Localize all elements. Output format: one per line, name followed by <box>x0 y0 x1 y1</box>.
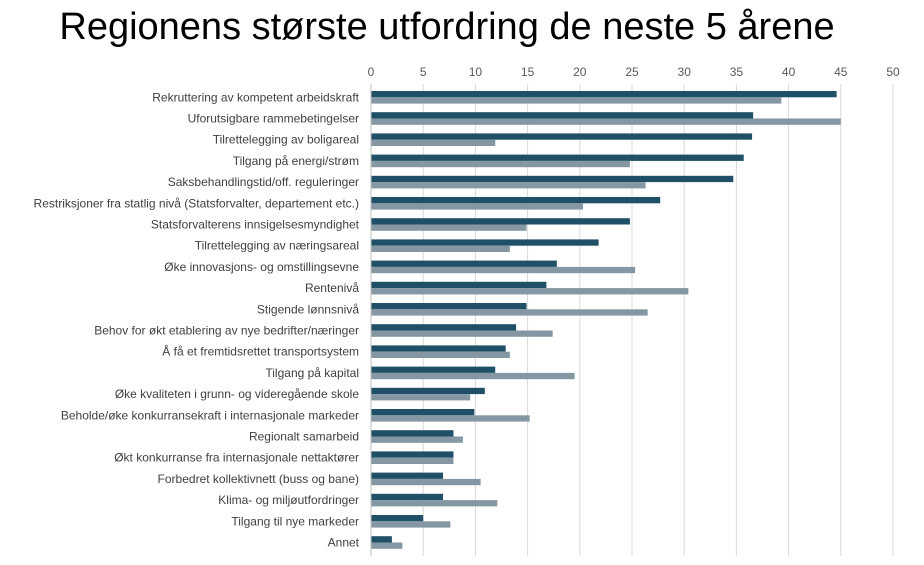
bar <box>371 197 661 204</box>
bar <box>371 515 424 522</box>
bar <box>371 133 753 140</box>
bar <box>371 245 510 252</box>
bar <box>371 91 837 98</box>
category-label: Restriksjoner fra statlig nivå (Statsfor… <box>34 196 359 210</box>
category-label: Å få et fremtidsrettet transportsystem <box>162 344 359 359</box>
bar <box>371 500 498 507</box>
category-label: Tilrettelegging av boligareal <box>213 133 359 147</box>
x-tick-label: 50 <box>886 65 900 79</box>
bar <box>371 324 517 331</box>
bar <box>371 372 575 380</box>
bar <box>371 345 506 352</box>
bar <box>371 288 689 295</box>
bar <box>371 175 734 183</box>
bar <box>371 118 841 125</box>
bar <box>371 160 630 168</box>
x-tick-label: 0 <box>368 65 375 79</box>
x-tick-label: 40 <box>782 65 796 79</box>
category-label: Tilrettelegging av næringsareal <box>195 239 359 253</box>
chart-title: Regionens største utfordring de neste 5 … <box>59 6 835 48</box>
x-tick-label: 5 <box>420 65 427 79</box>
category-label: Stigende lønnsnivå <box>257 302 359 316</box>
bar <box>371 493 444 501</box>
category-label: Behov for økt etablering av nye bedrifte… <box>94 324 359 338</box>
bar <box>371 330 553 337</box>
category-label: Regionalt samarbeid <box>249 430 359 444</box>
category-label: Rekruttering av kompetent arbeidskraft <box>152 90 359 104</box>
category-label: Tilgang på energi/strøm <box>233 154 359 168</box>
category-label: Saksbehandlingstid/off. reguleringer <box>168 175 359 189</box>
bar <box>371 154 744 161</box>
bar <box>371 451 454 458</box>
bar <box>371 112 754 119</box>
bar <box>371 266 636 274</box>
category-label: Tilgang på kapital <box>265 366 359 380</box>
bar <box>371 457 454 464</box>
bar <box>371 415 530 422</box>
bar <box>371 260 557 267</box>
category-label: Øke innovasjons- og omstillingsevne <box>164 260 359 274</box>
bar <box>371 394 471 401</box>
bar <box>371 139 496 146</box>
category-label: Klima- og miljøutfordringer <box>218 493 359 507</box>
bar <box>371 309 648 316</box>
x-tick-label: 45 <box>834 65 848 79</box>
bar <box>371 203 583 210</box>
category-labels: Rekruttering av kompetent arbeidskraft Uf… <box>34 90 360 549</box>
category-label: Uforutsigbare rammebetingelser <box>188 112 359 126</box>
bar <box>371 472 444 479</box>
bar <box>371 182 646 189</box>
category-label: Annet <box>328 536 360 550</box>
category-label: Økt konkurranse fra internasjonale netta… <box>114 451 359 465</box>
x-tick-label: 30 <box>678 65 692 79</box>
bar <box>371 303 527 310</box>
bar <box>371 351 510 358</box>
x-tick-label: 35 <box>730 65 744 79</box>
category-label: Forbedret kollektivnett (buss og bane) <box>158 472 359 486</box>
category-label: Statsforvalterens innsigelsesmyndighet <box>151 218 360 232</box>
bar <box>371 281 547 289</box>
bars <box>371 91 841 549</box>
bar <box>371 239 599 246</box>
bar <box>371 218 630 225</box>
bar <box>371 97 782 104</box>
category-label: Rentenivå <box>305 281 359 295</box>
x-tick-label: 25 <box>625 65 639 79</box>
x-axis-tick-labels: 0 5 10 15 20 25 30 35 40 45 50 <box>368 65 900 79</box>
x-tick-label: 20 <box>573 65 587 79</box>
bar <box>371 366 496 373</box>
bar <box>371 536 392 543</box>
bar <box>371 521 451 528</box>
category-label: Beholde/øke konkurransekraft i internasj… <box>61 408 359 422</box>
bar <box>371 478 481 486</box>
category-label: Øke kvaliteten i grunn- og videregående … <box>115 387 359 401</box>
bar <box>371 430 454 437</box>
bar <box>371 542 403 549</box>
bar <box>371 409 475 416</box>
x-tick-label: 10 <box>469 65 483 79</box>
bar <box>371 387 485 395</box>
bar <box>371 436 463 443</box>
bar <box>371 224 527 231</box>
x-tick-label: 15 <box>521 65 535 79</box>
category-label: Tilgang til nye markeder <box>231 514 359 528</box>
